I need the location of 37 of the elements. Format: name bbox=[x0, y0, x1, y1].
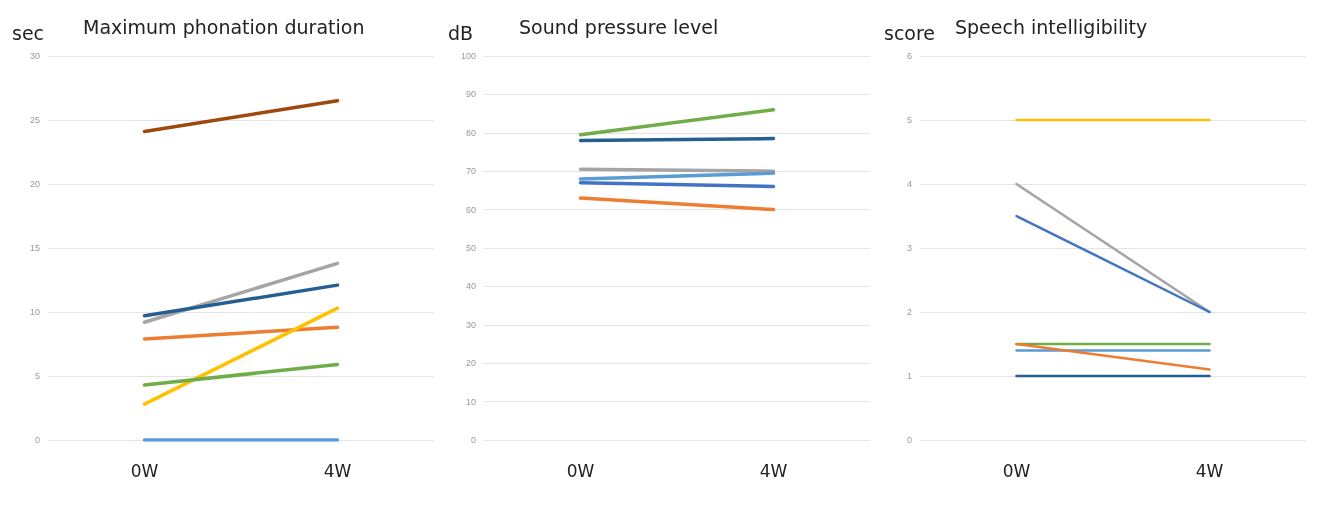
y-tick-label: 0 bbox=[470, 435, 476, 445]
y-tick-label: 100 bbox=[460, 51, 476, 61]
y-tick-label: 70 bbox=[465, 166, 476, 177]
y-tick-label: 90 bbox=[465, 89, 476, 100]
y-tick-label: 30 bbox=[465, 319, 476, 330]
y-tick-label: 2 bbox=[906, 307, 912, 317]
y-tick-label: 30 bbox=[29, 51, 40, 61]
y-tick-label: 5 bbox=[906, 115, 912, 125]
y-tick-label: 40 bbox=[465, 281, 476, 292]
chart-title: Speech intelligibility bbox=[955, 15, 1148, 38]
y-axis-title: score bbox=[884, 21, 936, 44]
y-tick-label: 50 bbox=[465, 243, 476, 253]
y-tick-label: 10 bbox=[465, 396, 476, 407]
chart-title: Sound pressure level bbox=[519, 15, 719, 38]
y-tick-label: 10 bbox=[29, 307, 40, 317]
y-axis-title: sec bbox=[12, 21, 45, 44]
y-tick-label: 0 bbox=[34, 435, 40, 445]
y-axis-title: dB bbox=[448, 21, 474, 44]
y-tick-label: 60 bbox=[465, 204, 476, 215]
y-tick-label: 1 bbox=[906, 371, 912, 381]
y-tick-label: 15 bbox=[29, 243, 40, 253]
x-tick-label: 0W bbox=[1002, 460, 1031, 481]
y-tick-label: 20 bbox=[29, 179, 40, 189]
x-tick-label: 4W bbox=[1195, 460, 1224, 481]
y-tick-label: 4 bbox=[906, 179, 912, 189]
x-tick-label: 0W bbox=[566, 460, 595, 481]
y-tick-label: 25 bbox=[29, 115, 40, 125]
x-tick-label: 4W bbox=[759, 460, 788, 481]
y-tick-label: 80 bbox=[465, 127, 476, 138]
x-tick-label: 4W bbox=[323, 460, 352, 481]
y-tick-label: 3 bbox=[906, 243, 912, 253]
chart-title: Maximum phonation duration bbox=[83, 15, 365, 38]
x-tick-label: 0W bbox=[130, 460, 159, 481]
y-tick-label: 0 bbox=[906, 435, 912, 445]
y-tick-label: 5 bbox=[34, 371, 40, 381]
y-tick-label: 20 bbox=[465, 358, 476, 369]
y-tick-label: 6 bbox=[906, 51, 912, 61]
